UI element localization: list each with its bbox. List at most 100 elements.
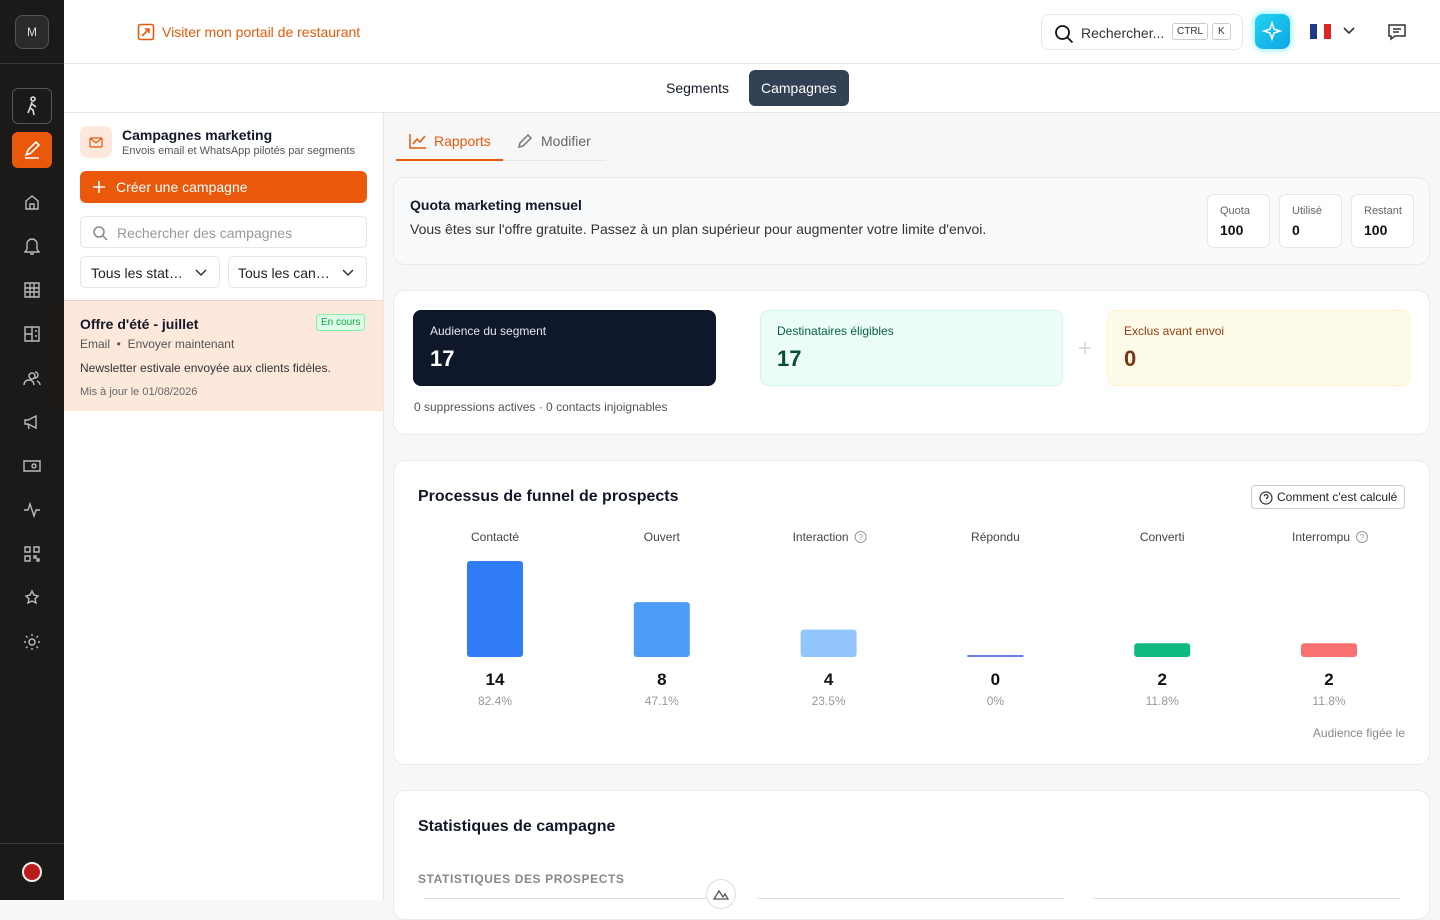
link-icon	[137, 23, 155, 41]
help-icon-mark: ?	[1360, 533, 1365, 542]
help-button[interactable]: Comment c'est calculé	[1251, 485, 1406, 509]
language-flag[interactable]	[1310, 24, 1331, 39]
stats-section: STATISTIQUES DES PROSPECTS	[418, 872, 625, 886]
divider	[758, 898, 1064, 899]
stage-value: 0	[991, 670, 1000, 689]
stage-percent: 11.8%	[1312, 694, 1345, 708]
status-badge: En cours	[316, 314, 366, 331]
avatar[interactable]: M	[15, 15, 49, 49]
user-avatar[interactable]	[22, 862, 42, 882]
audience-card: Audience du segment 17	[413, 310, 716, 386]
funnel-card: Processus de funnel de prospects Comment…	[393, 460, 1430, 765]
funnel-chart: Contacté 14 82.4% Ouvert 8 47.1% Interaction ? 4…	[467, 530, 1369, 708]
status-filter[interactable]: Tous les stat…	[80, 256, 220, 288]
portal-link[interactable]: Visiter mon portail de restaurant	[162, 24, 361, 40]
stage-label: Répondu	[971, 530, 1020, 544]
campaign-item[interactable]: Offre d'été - juillet En cours Email • E…	[64, 300, 383, 411]
tab-label: Rapports	[434, 133, 491, 149]
stage-value: 2	[1157, 670, 1166, 689]
funnel-bar	[800, 629, 857, 657]
funnel-bar	[467, 561, 523, 657]
filter-label: Tous les stat…	[91, 265, 183, 281]
quota-description: Vous êtes sur l'offre gratuite. Passez à…	[410, 221, 987, 237]
quota-box: Utilisé 0	[1279, 194, 1342, 248]
nav-icon[interactable]	[12, 404, 52, 440]
audience-value: 0	[1124, 346, 1137, 371]
funnel-bar	[967, 655, 1024, 657]
report-tab-active[interactable]: Rapports	[396, 122, 503, 161]
nav-icon-active[interactable]	[12, 132, 52, 168]
audience-note: 0 suppressions actives · 0 contacts injo…	[414, 400, 668, 414]
nav-icon[interactable]	[12, 272, 52, 308]
create-button[interactable]: Créer une campagne	[80, 171, 367, 203]
plus-icon	[1079, 342, 1091, 354]
nav-icon[interactable]	[12, 580, 52, 616]
funnel-bar	[1301, 643, 1357, 657]
nav-icon[interactable]	[12, 316, 52, 352]
audience-card: Exclus avant envoi 0	[1107, 310, 1410, 386]
stage-value: 4	[824, 670, 834, 689]
key: K	[1212, 23, 1231, 40]
quota-label: Utilisé	[1292, 205, 1322, 217]
tab-bar: Segments Campagnes	[64, 64, 1440, 113]
audience-card: Destinataires éligibles 17	[760, 310, 1063, 386]
nav-icon[interactable]	[12, 88, 52, 124]
tab[interactable]: Campagnes	[749, 70, 849, 106]
search-placeholder: Rechercher...	[1081, 25, 1165, 41]
nav-icon[interactable]	[12, 536, 52, 572]
stage-percent: 23.5%	[812, 694, 846, 708]
nav-icon[interactable]	[12, 228, 52, 264]
search-box[interactable]: Rechercher... CTRL K	[1041, 14, 1243, 50]
quota-value: 100	[1220, 222, 1244, 238]
funnel-title: Processus de funnel de prospects	[418, 488, 679, 505]
stage-value: 2	[1324, 670, 1333, 689]
campaign-panel: Campagnes marketing Envois email et What…	[64, 113, 384, 900]
ai-button[interactable]	[1255, 14, 1290, 49]
stage-percent: 11.8%	[1146, 694, 1179, 708]
campaign-search[interactable]: Rechercher des campagnes	[80, 216, 367, 248]
stage-label: Ouvert	[644, 530, 681, 544]
channel-filter[interactable]: Tous les can…	[228, 256, 367, 288]
divider	[424, 898, 714, 899]
chat-icon[interactable]	[1387, 23, 1407, 41]
stage-label: Interaction	[793, 530, 849, 544]
help-label: Comment c'est calculé	[1277, 490, 1398, 504]
campaign-description: Newsletter estivale envoyée aux clients …	[80, 361, 331, 375]
stage-value: 8	[657, 670, 666, 689]
panel-title: Campagnes marketing	[122, 127, 273, 143]
campaign-name: Offre d'été - juillet	[80, 316, 199, 332]
campaign-meta: Email • Envoyer maintenant	[80, 337, 235, 351]
nav-icon[interactable]	[12, 184, 52, 220]
nav-icon[interactable]	[12, 624, 52, 660]
quota-value: 0	[1292, 222, 1300, 238]
report-tab[interactable]: Modifier	[541, 133, 591, 149]
audience-value: 17	[430, 346, 455, 371]
panel-subtitle: Envois email et WhatsApp pilotés par seg…	[122, 145, 355, 157]
nav-icon[interactable]	[12, 360, 52, 396]
stage-percent: 0%	[987, 694, 1005, 708]
top-bar: Visiter mon portail de restaurant Recher…	[64, 0, 1440, 64]
stage-percent: 47.1%	[645, 694, 679, 708]
audience-label: Audience du segment	[430, 324, 547, 338]
edit-icon	[517, 133, 533, 149]
help-icon	[854, 531, 867, 543]
sidebar: M	[0, 0, 64, 900]
quota-title: Quota marketing mensuel	[410, 197, 582, 213]
stage-value: 14	[486, 670, 505, 689]
nav-icon[interactable]	[12, 492, 52, 528]
audience-label: Exclus avant envoi	[1124, 324, 1225, 338]
audience-label: Destinataires éligibles	[777, 324, 894, 338]
stage-label: Contacté	[471, 530, 519, 544]
quota-card: Quota marketing mensuel Vous êtes sur l'…	[393, 177, 1430, 265]
floating-logo[interactable]	[706, 879, 736, 909]
stage-label: Converti	[1140, 530, 1185, 544]
tab[interactable]: Segments	[666, 80, 730, 96]
quota-box: Quota 100	[1207, 194, 1270, 248]
funnel-bar	[1134, 643, 1191, 657]
report-tabs: Rapports Modifier	[396, 122, 606, 161]
search-placeholder: Rechercher des campagnes	[117, 225, 293, 241]
nav-icon[interactable]	[12, 448, 52, 484]
quota-box: Restant 100	[1351, 194, 1414, 248]
stats-card: Statistiques de campagne STATISTIQUES DE…	[393, 790, 1430, 920]
